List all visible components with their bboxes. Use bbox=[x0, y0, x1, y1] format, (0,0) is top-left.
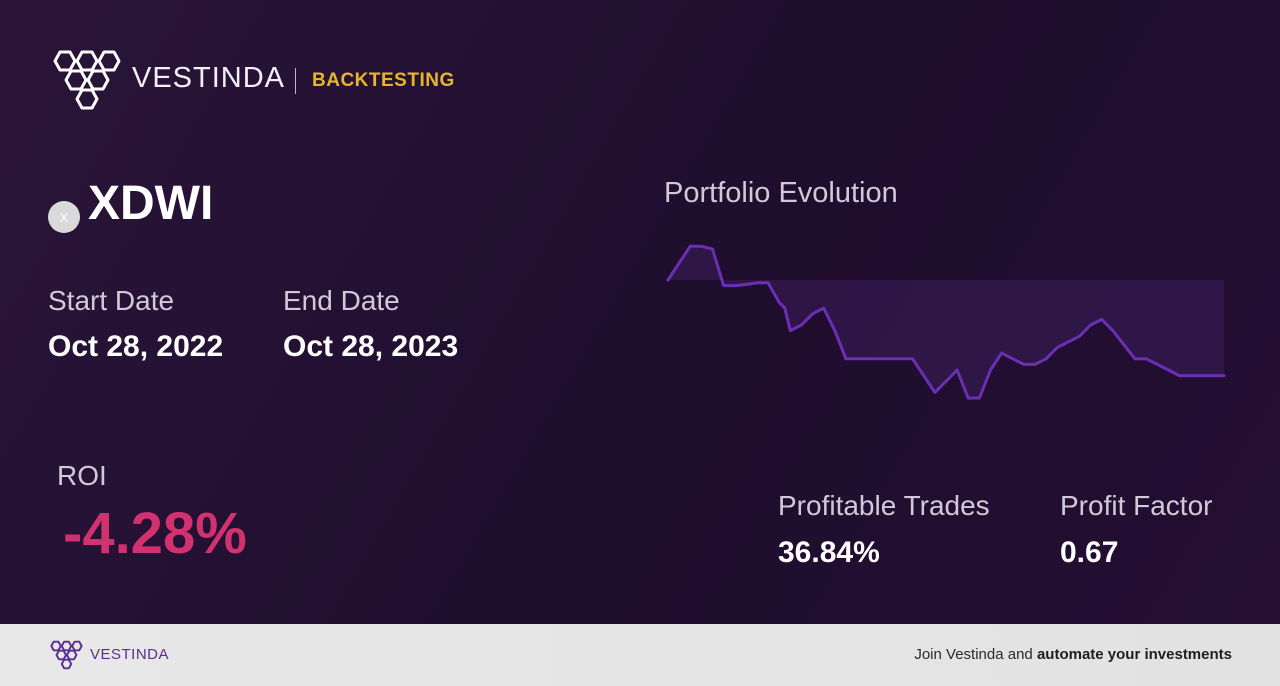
footer-cta-prefix: Join Vestinda and bbox=[914, 646, 1037, 663]
roi-value: -4.28% bbox=[63, 501, 247, 566]
end-date-value: Oct 28, 2023 bbox=[283, 330, 459, 363]
end-date-label: End Date bbox=[283, 285, 400, 316]
profitable-trades-label: Profitable Trades bbox=[778, 490, 990, 521]
asset-ticker: XDWI bbox=[88, 177, 214, 230]
footer-cta[interactable]: Join Vestinda and automate your investme… bbox=[914, 646, 1232, 663]
asset-badge: X bbox=[48, 201, 80, 233]
vestinda-logo-icon bbox=[53, 50, 121, 110]
roi-label: ROI bbox=[57, 460, 107, 491]
profit-factor-value: 0.67 bbox=[1060, 536, 1119, 569]
brand-name: VESTINDA bbox=[132, 62, 286, 94]
start-date-label: Start Date bbox=[48, 285, 175, 316]
brand-tagline: BACKTESTING bbox=[312, 70, 455, 91]
brand-divider bbox=[295, 68, 296, 94]
footer-cta-bold: automate your investments bbox=[1036, 646, 1232, 663]
footer-bar bbox=[0, 624, 1280, 686]
footer-vestinda-logo-icon bbox=[50, 640, 83, 670]
portfolio-line bbox=[666, 244, 1226, 400]
portfolio-area-fill bbox=[668, 246, 1224, 399]
start-date-value: Oct 28, 2022 bbox=[48, 330, 224, 363]
footer-brand-name[interactable]: VESTINDA bbox=[90, 646, 170, 663]
profit-factor-label: Profit Factor bbox=[1060, 490, 1213, 521]
portfolio-evolution-title: Portfolio Evolution bbox=[664, 177, 898, 209]
profitable-trades-value: 36.84% bbox=[778, 536, 880, 569]
portfolio-evolution-chart bbox=[666, 244, 1226, 400]
